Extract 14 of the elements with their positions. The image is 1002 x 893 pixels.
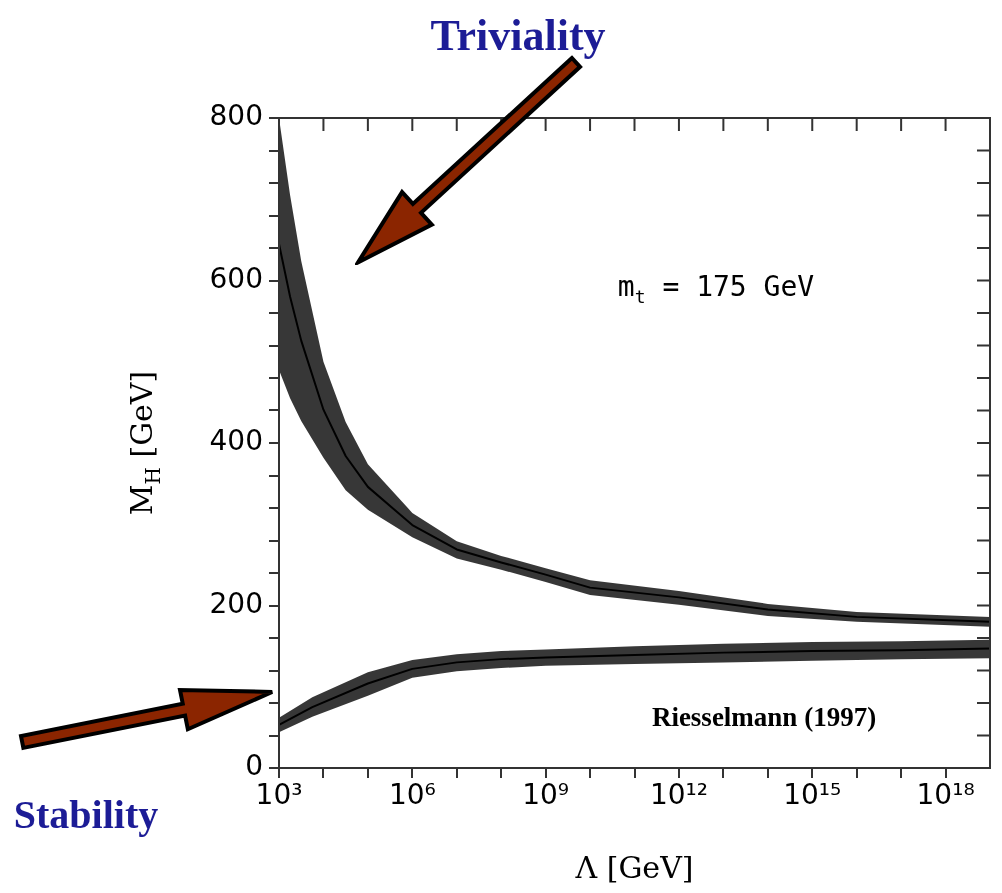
x-tick-label: 10¹⁸ — [916, 778, 975, 812]
annotation: Riesselmann (1997) — [651, 702, 877, 732]
y-tick-label: 400 — [209, 424, 263, 458]
x-tick-label: 10⁶ — [388, 778, 436, 812]
text: Triviality — [430, 11, 606, 60]
x-tick-label: 10¹² — [649, 778, 708, 812]
y-tick-label: 800 — [209, 99, 263, 133]
text: Stability — [13, 792, 159, 837]
x-axis-title: Λ [GeV] — [574, 850, 694, 885]
y-tick-label: 200 — [209, 586, 263, 620]
x-tick-label: 10¹⁵ — [783, 778, 842, 812]
y-axis-title: MH [GeV] — [124, 370, 165, 516]
x-tick-label: 10⁹ — [522, 778, 570, 812]
y-tick-label: 600 — [209, 261, 263, 295]
